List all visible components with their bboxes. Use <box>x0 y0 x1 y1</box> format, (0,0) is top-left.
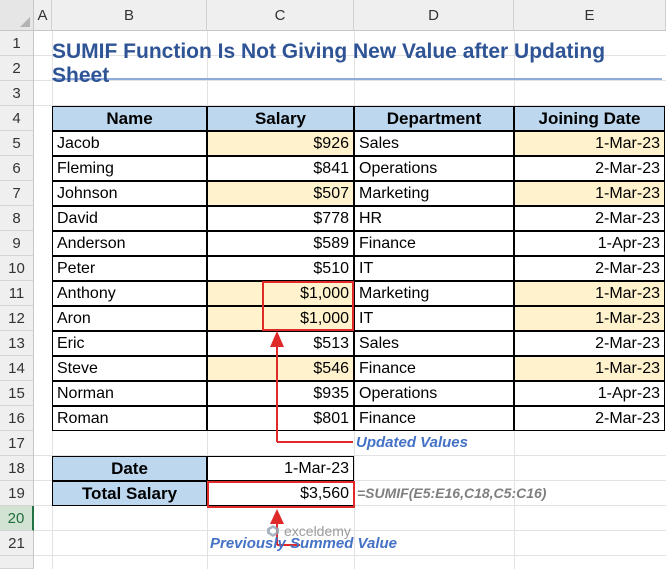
row-header-6[interactable]: 6 <box>0 156 34 181</box>
select-all-triangle-icon <box>20 17 30 27</box>
row-header-11[interactable]: 11 <box>0 281 34 306</box>
updated-arrowhead-icon <box>270 331 284 347</box>
cell-salary[interactable]: $589 <box>207 231 354 256</box>
header-salary[interactable]: Salary <box>207 106 354 131</box>
row-header-10[interactable]: 10 <box>0 256 34 281</box>
row-header-16[interactable]: 16 <box>0 406 34 431</box>
cell-salary[interactable]: $546 <box>207 356 354 381</box>
cell-name[interactable]: Eric <box>52 331 207 356</box>
cell-joining-date[interactable]: 1-Apr-23 <box>514 231 665 256</box>
cell-salary[interactable]: $507 <box>207 181 354 206</box>
row-header-21[interactable]: 21 <box>0 531 34 556</box>
column-header-a[interactable]: A <box>34 0 52 31</box>
row-header-13[interactable]: 13 <box>0 331 34 356</box>
cell-joining-date[interactable]: 2-Mar-23 <box>514 406 665 431</box>
cell-name[interactable]: Norman <box>52 381 207 406</box>
cell-salary[interactable]: $513 <box>207 331 354 356</box>
cell-name[interactable]: Steve <box>52 356 207 381</box>
cell-department[interactable]: HR <box>354 206 514 231</box>
cell-salary[interactable]: $1,000 <box>207 281 354 306</box>
cell-name[interactable]: Johnson <box>52 181 207 206</box>
cell-department[interactable]: Marketing <box>354 181 514 206</box>
row-header-20-selected[interactable]: 20 <box>0 506 34 531</box>
cell-department[interactable]: Marketing <box>354 281 514 306</box>
cell-department[interactable]: Sales <box>354 331 514 356</box>
row-header-12[interactable]: 12 <box>0 306 34 331</box>
cell-joining-date[interactable]: 2-Mar-23 <box>514 156 665 181</box>
cell-department[interactable]: Finance <box>354 406 514 431</box>
date-value-cell[interactable]: 1-Mar-23 <box>207 456 354 481</box>
row-header-17[interactable]: 17 <box>0 431 34 456</box>
cell-salary[interactable]: $510 <box>207 256 354 281</box>
date-label-cell[interactable]: Date <box>52 456 207 481</box>
previous-arrowhead-icon <box>270 509 284 524</box>
row-header-7[interactable]: 7 <box>0 181 34 206</box>
cell-name[interactable]: Anthony <box>52 281 207 306</box>
cell-salary[interactable]: $778 <box>207 206 354 231</box>
cell-joining-date[interactable]: 1-Apr-23 <box>514 381 665 406</box>
column-header-c[interactable]: C <box>207 0 354 31</box>
cell-name[interactable]: Peter <box>52 256 207 281</box>
cell-department[interactable]: Operations <box>354 381 514 406</box>
cell-department[interactable]: IT <box>354 306 514 331</box>
cell-name[interactable]: David <box>52 206 207 231</box>
watermark-text: exceldemy <box>284 523 351 539</box>
cell-joining-date[interactable]: 1-Mar-23 <box>514 281 665 306</box>
cell-joining-date[interactable]: 2-Mar-23 <box>514 256 665 281</box>
row-header-9[interactable]: 9 <box>0 231 34 256</box>
cell-joining-date[interactable]: 2-Mar-23 <box>514 331 665 356</box>
column-header-d[interactable]: D <box>354 0 514 31</box>
cell-name[interactable]: Fleming <box>52 156 207 181</box>
cell-joining-date[interactable]: 1-Mar-23 <box>514 306 665 331</box>
row-header-19[interactable]: 19 <box>0 481 34 506</box>
cell-name[interactable]: Jacob <box>52 131 207 156</box>
row-header-5[interactable]: 5 <box>0 131 34 156</box>
cell-joining-date[interactable]: 1-Mar-23 <box>514 356 665 381</box>
row-header-1[interactable]: 1 <box>0 31 34 56</box>
row-header-15[interactable]: 15 <box>0 381 34 406</box>
updated-values-note: Updated Values <box>356 434 468 451</box>
row-header-3[interactable]: 3 <box>0 81 34 106</box>
header-name[interactable]: Name <box>52 106 207 131</box>
row-header-8[interactable]: 8 <box>0 206 34 231</box>
row-header-18[interactable]: 18 <box>0 456 34 481</box>
row-header-14[interactable]: 14 <box>0 356 34 381</box>
cell-department[interactable]: Finance <box>354 356 514 381</box>
exceldemy-logo-icon <box>267 525 279 537</box>
cell-joining-date[interactable]: 2-Mar-23 <box>514 206 665 231</box>
cell-name[interactable]: Anderson <box>52 231 207 256</box>
cell-salary[interactable]: $801 <box>207 406 354 431</box>
total-salary-label-cell[interactable]: Total Salary <box>52 481 207 506</box>
cell-salary[interactable]: $935 <box>207 381 354 406</box>
row-header-4[interactable]: 4 <box>0 106 34 131</box>
header-department[interactable]: Department <box>354 106 514 131</box>
cell-salary[interactable]: $841 <box>207 156 354 181</box>
cell-department[interactable]: Operations <box>354 156 514 181</box>
watermark: exceldemy <box>266 523 351 539</box>
cell-name[interactable]: Aron <box>52 306 207 331</box>
cell-department[interactable]: Finance <box>354 231 514 256</box>
cell-department[interactable]: IT <box>354 256 514 281</box>
formula-text: =SUMIF(E5:E16,C18,C5:C16) <box>357 485 547 501</box>
cell-salary[interactable]: $926 <box>207 131 354 156</box>
row-header-2[interactable]: 2 <box>0 56 34 81</box>
cell-name[interactable]: Roman <box>52 406 207 431</box>
column-header-b[interactable]: B <box>52 0 207 31</box>
previously-summed-note: Previously Summed Value <box>210 535 398 552</box>
cell-department[interactable]: Sales <box>354 131 514 156</box>
header-joining-date[interactable]: Joining Date <box>514 106 665 131</box>
select-all-corner[interactable] <box>0 0 34 31</box>
cell-joining-date[interactable]: 1-Mar-23 <box>514 131 665 156</box>
cell-joining-date[interactable]: 1-Mar-23 <box>514 181 665 206</box>
